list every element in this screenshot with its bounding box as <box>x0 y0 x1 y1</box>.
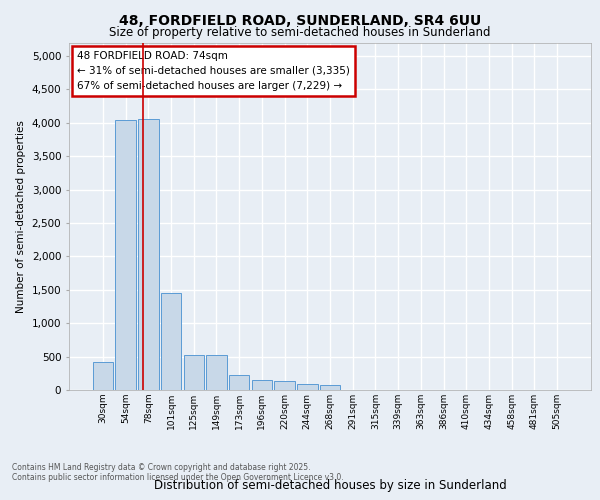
Bar <box>251 380 272 390</box>
Bar <box>229 376 250 390</box>
Text: 48, FORDFIELD ROAD, SUNDERLAND, SR4 6UU: 48, FORDFIELD ROAD, SUNDERLAND, SR4 6UU <box>119 14 481 28</box>
Bar <box>320 386 340 390</box>
Bar <box>297 384 317 390</box>
Bar <box>138 118 158 390</box>
Bar <box>161 293 181 390</box>
Text: Size of property relative to semi-detached houses in Sunderland: Size of property relative to semi-detach… <box>109 26 491 39</box>
Bar <box>93 362 113 390</box>
Bar <box>184 354 204 390</box>
Text: Contains HM Land Registry data © Crown copyright and database right 2025.: Contains HM Land Registry data © Crown c… <box>12 462 311 471</box>
Bar <box>274 382 295 390</box>
Text: Contains public sector information licensed under the Open Government Licence v3: Contains public sector information licen… <box>12 472 344 482</box>
Text: 48 FORDFIELD ROAD: 74sqm
← 31% of semi-detached houses are smaller (3,335)
67% o: 48 FORDFIELD ROAD: 74sqm ← 31% of semi-d… <box>77 51 350 91</box>
Y-axis label: Number of semi-detached properties: Number of semi-detached properties <box>16 120 26 312</box>
Bar <box>206 354 227 390</box>
X-axis label: Distribution of semi-detached houses by size in Sunderland: Distribution of semi-detached houses by … <box>154 479 506 492</box>
Bar <box>115 120 136 390</box>
